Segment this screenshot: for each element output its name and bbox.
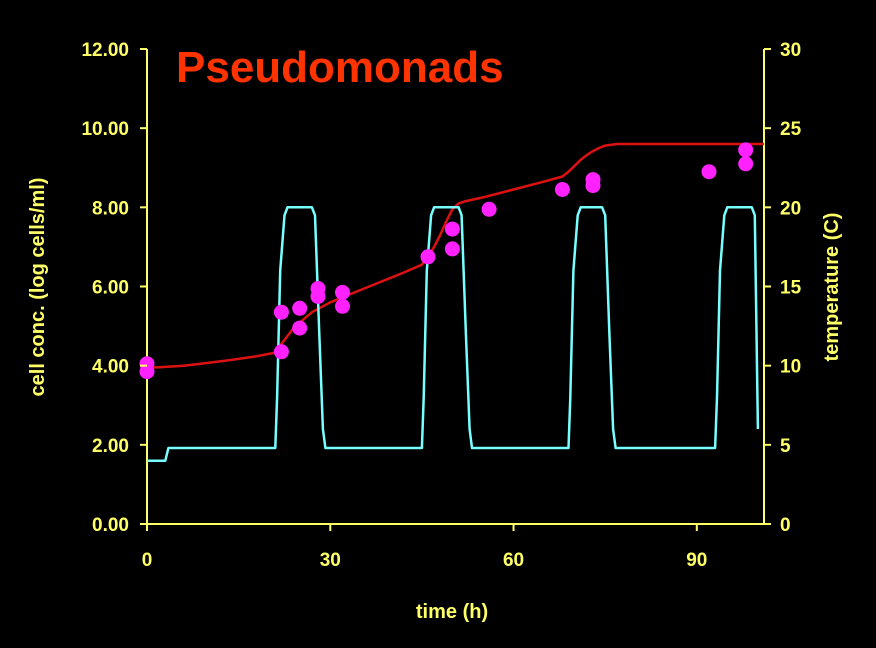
observed-data-point (335, 284, 350, 300)
axis-ticks: 0.00 2.00 4.00 6.00 8.00 10.00 12.00 0 5 10 15 20 25… (81, 40, 801, 571)
observed-data-point (273, 304, 289, 320)
y-axis-right-title: temperature (C) (821, 213, 843, 362)
y-right-tick-label: 20 (780, 198, 801, 219)
observed-data-point (420, 249, 436, 265)
observed-data-point (738, 142, 754, 158)
observed-data-point (335, 298, 350, 314)
y-left-tick-label: 2.00 (92, 436, 129, 457)
observed-data-point (310, 288, 326, 304)
observed-data-point (292, 300, 308, 316)
observed-data-point (738, 156, 754, 172)
y-left-tick-label: 6.00 (92, 278, 129, 299)
y-axis-left-title: cell conc. (log cells/ml) (27, 178, 49, 397)
observed-data-point (481, 201, 497, 217)
y-left-tick-label: 12.00 (81, 40, 129, 61)
plot-area (139, 49, 765, 525)
chart-marks (139, 142, 764, 462)
y-right-tick-label: 15 (780, 278, 802, 299)
x-tick-label: 90 (686, 550, 707, 571)
observed-data-point (444, 241, 460, 257)
observed-data-point (444, 221, 460, 237)
x-tick-label: 60 (503, 550, 524, 571)
observed-data-point (585, 178, 601, 194)
y-right-tick-label: 25 (780, 119, 802, 140)
y-right-tick-label: 10 (780, 357, 801, 378)
y-left-tick-label: 0.00 (92, 515, 129, 536)
observed-data-point (701, 164, 717, 180)
growth-model-line (146, 142, 764, 369)
y-right-tick-label: 0 (780, 515, 791, 536)
y-right-tick-label: 5 (780, 436, 791, 457)
y-left-tick-label: 8.00 (92, 198, 129, 219)
observed-data-point (273, 344, 289, 360)
y-right-tick-label: 30 (780, 40, 801, 61)
observed-data-point (139, 364, 155, 380)
observed-data-point (292, 320, 308, 336)
temperature-line (147, 206, 760, 462)
x-tick-label: 0 (142, 550, 153, 571)
y-left-tick-label: 4.00 (92, 357, 129, 378)
y-left-tick-label: 10.00 (81, 119, 129, 140)
x-axis-title: time (h) (416, 601, 488, 623)
observed-data-point (554, 182, 570, 197)
x-tick-label: 30 (320, 550, 341, 571)
chart-title: Pseudomonads (176, 43, 504, 92)
